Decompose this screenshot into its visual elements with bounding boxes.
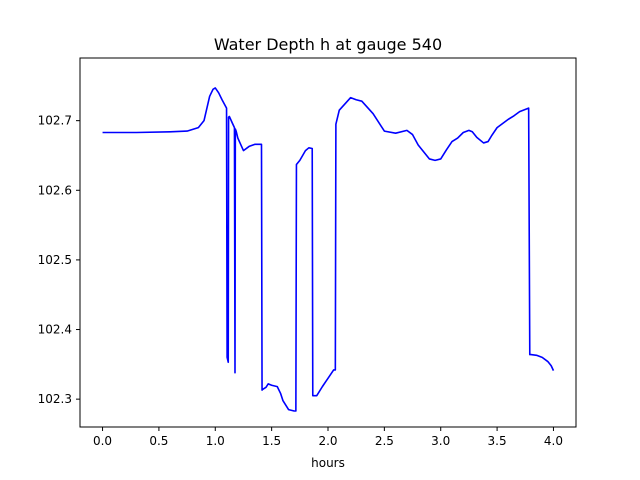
x-axis-label: hours [311, 456, 345, 470]
y-tick-label: 102.3 [38, 392, 72, 406]
series-layer [102, 87, 555, 412]
series-line-0 [102, 87, 555, 412]
x-tick-label: 0.0 [93, 434, 112, 448]
y-tick-label: 102.4 [38, 323, 72, 337]
plot-area [80, 58, 576, 427]
x-tick-label: 3.5 [488, 434, 507, 448]
x-axis: 0.0 0.5 1.0 1.5 2.0 2.5 3.0 3.5 4.0 [93, 427, 563, 448]
y-tick-label: 102.5 [38, 253, 72, 267]
x-tick-label: 2.0 [318, 434, 337, 448]
y-tick-label: 102.7 [38, 114, 72, 128]
y-tick-label: 102.6 [38, 183, 72, 197]
x-tick-label: 1.0 [206, 434, 225, 448]
x-tick-label: 3.0 [431, 434, 450, 448]
x-tick-label: 1.5 [262, 434, 281, 448]
chart-title: Water Depth h at gauge 540 [214, 35, 442, 54]
x-tick-label: 4.0 [544, 434, 563, 448]
y-axis: 102.3 102.4 102.5 102.6 102.7 [38, 114, 80, 406]
x-tick-label: 0.5 [149, 434, 168, 448]
x-tick-label: 2.5 [375, 434, 394, 448]
